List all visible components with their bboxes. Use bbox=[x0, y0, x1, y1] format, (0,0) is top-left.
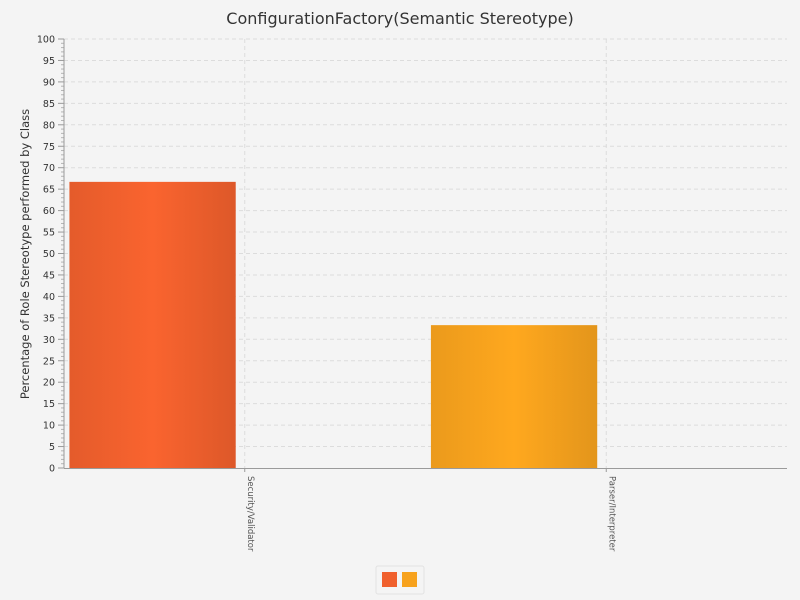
x-tick-label: Security/Validator bbox=[245, 476, 255, 552]
y-tick-label: 95 bbox=[43, 56, 55, 67]
chart-title: ConfigurationFactory(Semantic Stereotype… bbox=[226, 9, 573, 28]
y-tick-label: 35 bbox=[43, 313, 55, 324]
y-axis: 0 5 10 15 20 25 30 35 40 45 50 55 60 65 70 75 80 85 90 95 10… bbox=[37, 35, 65, 475]
y-tick-label: 25 bbox=[43, 356, 55, 367]
y-tick-label: 60 bbox=[43, 206, 55, 217]
bars bbox=[69, 181, 598, 468]
y-tick-label: 10 bbox=[43, 421, 55, 432]
y-tick-label: 80 bbox=[43, 120, 55, 131]
y-tick-label: 90 bbox=[43, 77, 55, 88]
y-tick-label: 85 bbox=[43, 99, 55, 110]
y-tick-label: 50 bbox=[43, 249, 55, 260]
bar bbox=[69, 181, 236, 468]
y-tick-label: 5 bbox=[49, 442, 55, 453]
x-axis: Security/Validator Parser/Interpreter bbox=[64, 468, 787, 552]
y-tick-label: 70 bbox=[43, 163, 55, 174]
legend-swatch bbox=[382, 572, 397, 587]
y-tick-label: 100 bbox=[37, 35, 55, 46]
y-tick-label: 75 bbox=[43, 142, 55, 153]
legend-swatch bbox=[402, 572, 417, 587]
y-tick-label: 55 bbox=[43, 228, 55, 239]
y-tick-label: 20 bbox=[43, 378, 55, 389]
y-axis-label: Percentage of Role Stereotype performed … bbox=[18, 109, 32, 399]
y-tick-label: 0 bbox=[49, 464, 55, 475]
x-tick-label: Parser/Interpreter bbox=[606, 476, 616, 552]
y-tick-label: 45 bbox=[43, 270, 55, 281]
y-tick-label: 65 bbox=[43, 185, 55, 196]
y-tick-label: 15 bbox=[43, 399, 55, 410]
legend bbox=[375, 565, 425, 595]
y-tick-label: 30 bbox=[43, 335, 55, 346]
bar bbox=[430, 325, 598, 468]
y-tick-label: 40 bbox=[43, 292, 55, 303]
